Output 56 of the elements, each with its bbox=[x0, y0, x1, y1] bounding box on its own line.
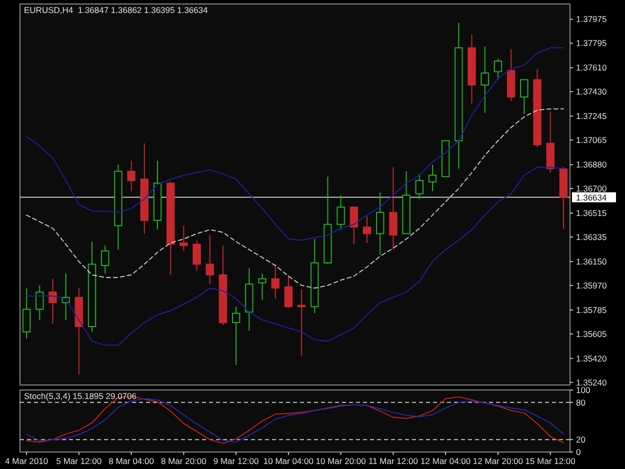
x-tick-label: 12 Mar 20:00 bbox=[472, 456, 524, 466]
candlestick bbox=[258, 272, 266, 301]
candlestick bbox=[480, 46, 489, 114]
candlestick bbox=[192, 240, 201, 272]
x-tick-label: 9 Mar 12:00 bbox=[213, 456, 260, 466]
candlestick bbox=[127, 160, 136, 192]
y-tick-label: 80 bbox=[576, 397, 586, 408]
candlestick bbox=[350, 206, 358, 245]
y-tick-label: 1.37975 bbox=[576, 14, 607, 24]
candlestick bbox=[271, 264, 280, 300]
y-tick-label: 1.37245 bbox=[576, 111, 607, 122]
y-tick-label: 1.35420 bbox=[576, 353, 607, 364]
x-tick-label: 12 Mar 04:00 bbox=[420, 456, 471, 466]
x-tick-label: 4 Mar 2010 bbox=[5, 456, 48, 466]
candlestick bbox=[101, 245, 110, 274]
y-tick-label: 0 bbox=[576, 446, 581, 457]
y-tick-label: 1.35605 bbox=[576, 328, 607, 339]
y-tick-label: 1.36700 bbox=[576, 184, 607, 194]
ref-line-label: 1.36634 bbox=[576, 192, 607, 202]
y-tick-label: 1.35240 bbox=[576, 377, 607, 388]
candlestick bbox=[376, 192, 384, 256]
y-tick-label: 1.35785 bbox=[576, 304, 607, 315]
x-tick-label: 10 Mar 20:00 bbox=[316, 456, 366, 466]
candlestick bbox=[362, 216, 372, 244]
y-tick-label: 1.36335 bbox=[576, 232, 607, 242]
candlestick bbox=[206, 234, 214, 285]
y-tick-label: 20 bbox=[576, 434, 586, 445]
y-tick-label: 1.37610 bbox=[576, 62, 607, 73]
candlestick bbox=[284, 274, 293, 309]
y-tick-label: 100 bbox=[576, 384, 590, 395]
chart-title: EURUSD,H4 1.36847 1.36862 1.36395 1.36634 bbox=[24, 5, 208, 15]
candlestick bbox=[428, 164, 437, 192]
candlestick bbox=[36, 284, 44, 320]
x-tick-label: 8 Mar 04:00 bbox=[108, 456, 154, 466]
y-tick-label: 1.36880 bbox=[576, 160, 607, 170]
x-tick-label: 8 Mar 20:00 bbox=[161, 456, 207, 466]
x-tick-label: 11 Mar 12:00 bbox=[368, 456, 418, 466]
y-tick-label: 1.37430 bbox=[576, 86, 607, 97]
candlestick bbox=[48, 278, 57, 324]
candlestick bbox=[494, 58, 502, 80]
y-tick-label: 1.37065 bbox=[576, 135, 607, 146]
candlestick bbox=[232, 306, 240, 366]
y-tick-label: 1.37795 bbox=[576, 38, 607, 48]
y-tick-label: 1.36150 bbox=[576, 256, 607, 267]
candlestick bbox=[336, 194, 345, 230]
x-tick-label: 5 Mar 12:00 bbox=[56, 456, 102, 466]
candlestick bbox=[389, 166, 398, 250]
candlestick bbox=[415, 173, 424, 200]
candlestick bbox=[520, 79, 528, 115]
y-tick-label: 1.36515 bbox=[576, 208, 607, 218]
candlestick bbox=[22, 288, 31, 340]
x-tick-label: 15 Mar 12:00 bbox=[525, 456, 576, 466]
y-tick-label: 1.35970 bbox=[576, 280, 607, 290]
x-tick-label: 10 Mar 04:00 bbox=[263, 456, 314, 466]
line-series bbox=[26, 47, 564, 241]
candlestick bbox=[180, 225, 188, 252]
